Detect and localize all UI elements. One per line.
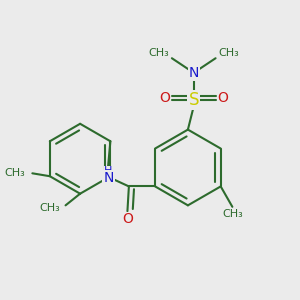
Text: O: O <box>218 91 228 105</box>
Text: H: H <box>104 166 113 176</box>
Text: N: N <box>103 171 114 185</box>
Text: CH₃: CH₃ <box>218 48 239 58</box>
Text: O: O <box>159 91 170 105</box>
Text: CH₃: CH₃ <box>4 168 25 178</box>
Text: O: O <box>122 212 133 226</box>
Text: CH₃: CH₃ <box>222 209 243 219</box>
Text: N: N <box>188 66 199 80</box>
Text: CH₃: CH₃ <box>148 48 169 58</box>
Text: CH₃: CH₃ <box>39 203 60 213</box>
Text: S: S <box>188 92 199 110</box>
